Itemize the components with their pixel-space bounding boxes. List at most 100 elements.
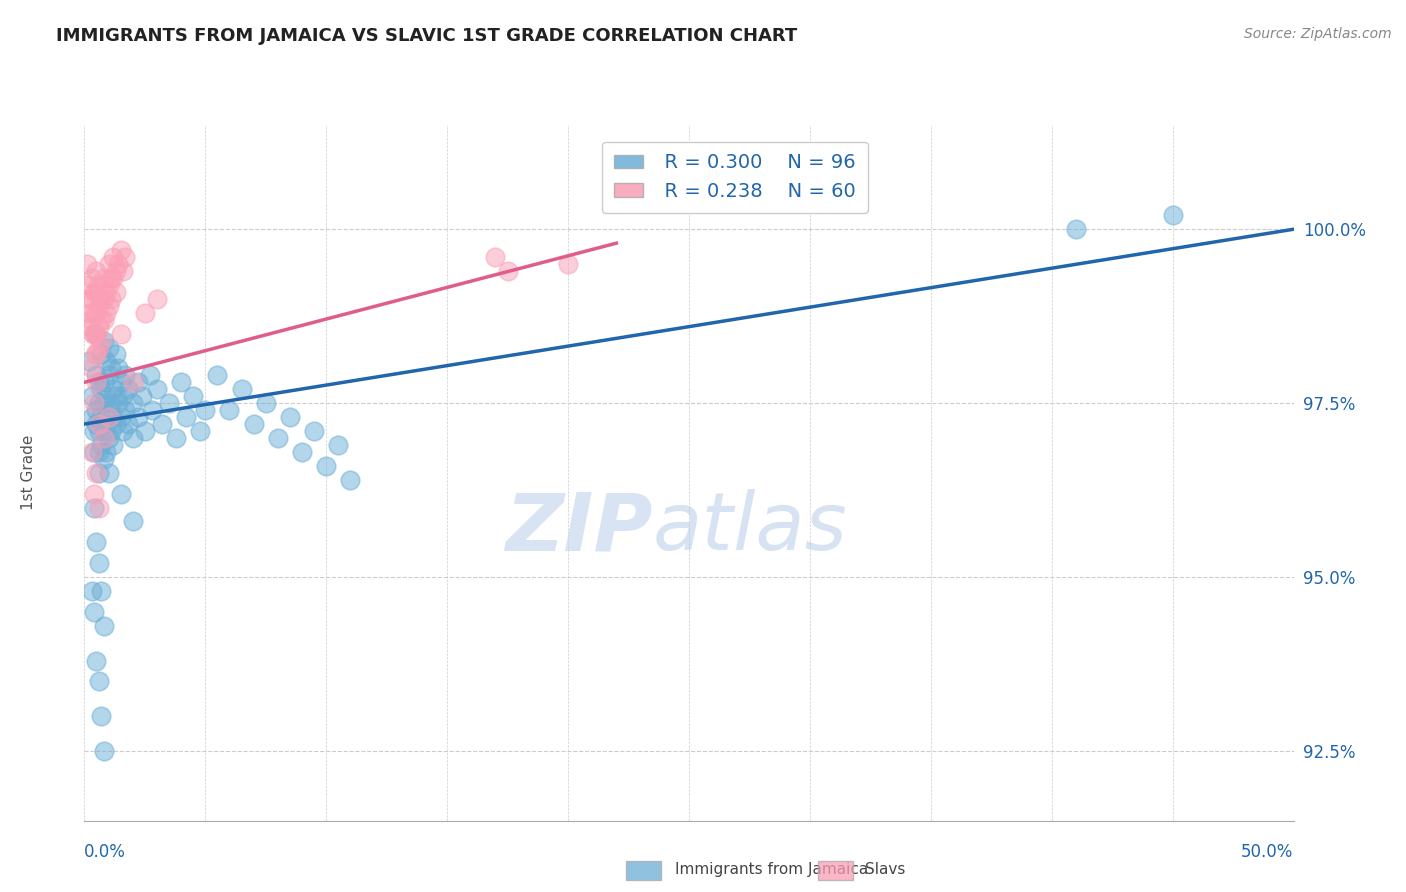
Point bbox=[207, 368, 229, 383]
Text: Slavs: Slavs bbox=[865, 863, 905, 877]
Point bbox=[94, 417, 117, 431]
Point bbox=[121, 376, 143, 390]
Point bbox=[138, 368, 160, 383]
Point bbox=[80, 445, 103, 459]
Point bbox=[110, 376, 132, 390]
Point bbox=[267, 431, 290, 445]
Point bbox=[77, 306, 100, 320]
Point bbox=[112, 424, 135, 438]
Point bbox=[80, 584, 103, 599]
Point bbox=[80, 312, 103, 326]
Point bbox=[93, 424, 115, 438]
Point bbox=[84, 347, 107, 361]
Point bbox=[1064, 222, 1087, 236]
Point bbox=[80, 410, 103, 425]
Point bbox=[121, 431, 143, 445]
Point bbox=[190, 424, 212, 438]
Point bbox=[93, 619, 115, 633]
Point bbox=[94, 354, 117, 368]
Point bbox=[181, 389, 204, 403]
Point bbox=[93, 271, 115, 285]
Point bbox=[77, 354, 100, 368]
Text: Immigrants from Jamaica: Immigrants from Jamaica bbox=[675, 863, 868, 877]
Point bbox=[107, 396, 129, 410]
Point bbox=[146, 382, 169, 396]
Point bbox=[1161, 208, 1184, 222]
Point bbox=[86, 654, 108, 668]
Point bbox=[87, 674, 110, 689]
Point bbox=[114, 368, 136, 383]
Point bbox=[100, 271, 122, 285]
Point bbox=[100, 361, 122, 376]
Point bbox=[97, 257, 120, 271]
Point bbox=[104, 285, 127, 299]
Point bbox=[86, 466, 108, 480]
Point bbox=[80, 292, 103, 306]
Point bbox=[93, 334, 115, 348]
Point bbox=[86, 403, 108, 417]
Point bbox=[86, 306, 108, 320]
Point bbox=[87, 319, 110, 334]
Point bbox=[110, 243, 132, 257]
Point bbox=[157, 396, 180, 410]
Point bbox=[134, 306, 156, 320]
Point bbox=[127, 410, 149, 425]
Point bbox=[117, 417, 139, 431]
Point bbox=[278, 410, 301, 425]
Point bbox=[97, 410, 120, 425]
Point bbox=[93, 376, 115, 390]
Point bbox=[170, 376, 193, 390]
Point bbox=[231, 382, 253, 396]
Point bbox=[90, 382, 112, 396]
Point bbox=[242, 417, 264, 431]
Point bbox=[87, 417, 110, 431]
Point bbox=[97, 341, 120, 355]
Point bbox=[76, 257, 98, 271]
Point bbox=[131, 389, 153, 403]
Point bbox=[97, 466, 120, 480]
Point bbox=[254, 396, 277, 410]
Point bbox=[114, 250, 136, 264]
Point bbox=[90, 709, 112, 723]
Point bbox=[86, 264, 108, 278]
Point bbox=[77, 292, 100, 306]
Point bbox=[141, 403, 163, 417]
Point bbox=[87, 500, 110, 515]
Text: IMMIGRANTS FROM JAMAICA VS SLAVIC 1ST GRADE CORRELATION CHART: IMMIGRANTS FROM JAMAICA VS SLAVIC 1ST GR… bbox=[56, 27, 797, 45]
Text: Source: ZipAtlas.com: Source: ZipAtlas.com bbox=[1244, 27, 1392, 41]
Point bbox=[86, 535, 108, 549]
Point bbox=[83, 424, 105, 438]
Point bbox=[103, 271, 125, 285]
Point bbox=[93, 312, 115, 326]
Point bbox=[103, 250, 125, 264]
Point bbox=[83, 486, 105, 500]
Point bbox=[127, 376, 149, 390]
Point bbox=[121, 396, 143, 410]
Point bbox=[93, 396, 115, 410]
Point bbox=[150, 417, 173, 431]
Legend:   R = 0.300    N = 96,   R = 0.238    N = 60: R = 0.300 N = 96, R = 0.238 N = 60 bbox=[602, 142, 868, 212]
Text: atlas: atlas bbox=[652, 490, 848, 567]
Point bbox=[90, 584, 112, 599]
Point bbox=[80, 389, 103, 403]
Point bbox=[93, 451, 115, 466]
Point bbox=[83, 500, 105, 515]
Point bbox=[90, 438, 112, 452]
Point bbox=[90, 312, 112, 326]
Point bbox=[87, 445, 110, 459]
Point bbox=[104, 389, 127, 403]
Point bbox=[97, 431, 120, 445]
Point bbox=[496, 264, 519, 278]
Point bbox=[82, 326, 104, 341]
Point bbox=[87, 466, 110, 480]
Point bbox=[484, 250, 506, 264]
Point bbox=[86, 376, 108, 390]
Point bbox=[83, 326, 105, 341]
Point bbox=[121, 515, 143, 529]
Point bbox=[80, 361, 103, 376]
Point bbox=[146, 292, 169, 306]
Point bbox=[117, 382, 139, 396]
Point bbox=[107, 257, 129, 271]
Point bbox=[291, 445, 314, 459]
Point bbox=[86, 417, 108, 431]
